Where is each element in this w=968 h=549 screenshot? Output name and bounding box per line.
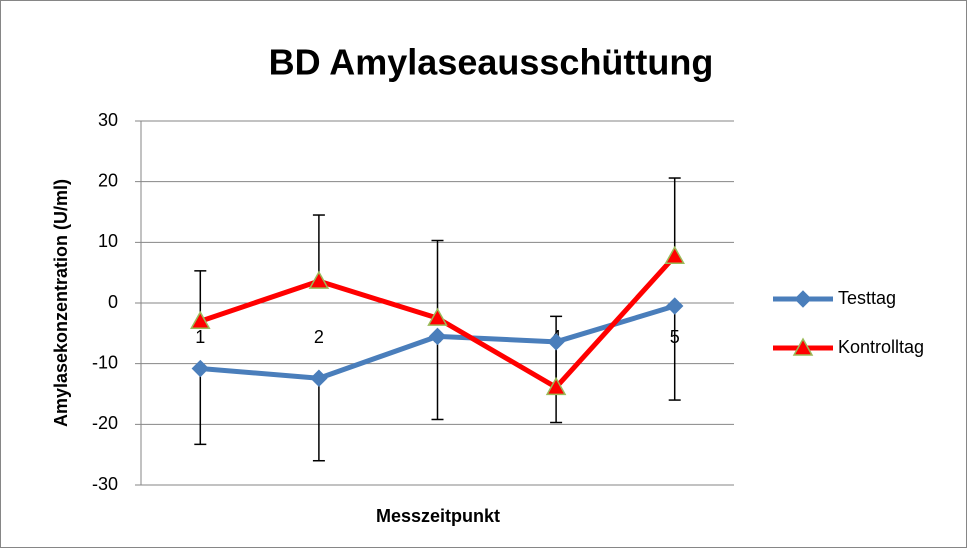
legend-marker	[794, 290, 812, 308]
error-bar	[312, 378, 325, 462]
y-tick-label: 10	[98, 231, 118, 251]
error-bar	[431, 239, 444, 319]
error-bar	[312, 214, 325, 282]
y-tick-label: -20	[92, 413, 118, 433]
error-bar	[431, 336, 444, 421]
legend-marker	[792, 337, 814, 356]
chart-title: BD Amylaseausschüttung	[269, 42, 714, 83]
y-tick-label: 20	[98, 170, 118, 190]
legend-label: Kontrolltag	[838, 337, 924, 357]
error-bar	[194, 368, 207, 446]
error-bar	[668, 177, 681, 257]
y-tick-label: 0	[108, 292, 118, 312]
error-bar	[550, 315, 563, 388]
data-point	[547, 333, 565, 351]
x-tick-label: 2	[314, 327, 324, 347]
x-tick-label: 1	[195, 327, 205, 347]
data-point	[664, 245, 685, 265]
y-tick-label: -10	[92, 352, 118, 372]
legend-label: Testtag	[838, 288, 896, 308]
data-point	[427, 307, 448, 326]
y-axis-label: Amylasekonzentration (U/ml)	[51, 179, 71, 427]
data-point	[190, 310, 211, 329]
data-point	[545, 376, 567, 396]
data-point	[191, 359, 210, 378]
data-point	[665, 297, 684, 315]
error-bar	[668, 306, 681, 401]
x-axis-label: Messzeitpunkt	[376, 506, 500, 526]
y-tick-label: 30	[98, 110, 118, 130]
data-point	[310, 369, 328, 387]
data-point	[428, 327, 447, 346]
y-tick-label: -30	[92, 474, 118, 494]
data-point	[308, 270, 330, 289]
